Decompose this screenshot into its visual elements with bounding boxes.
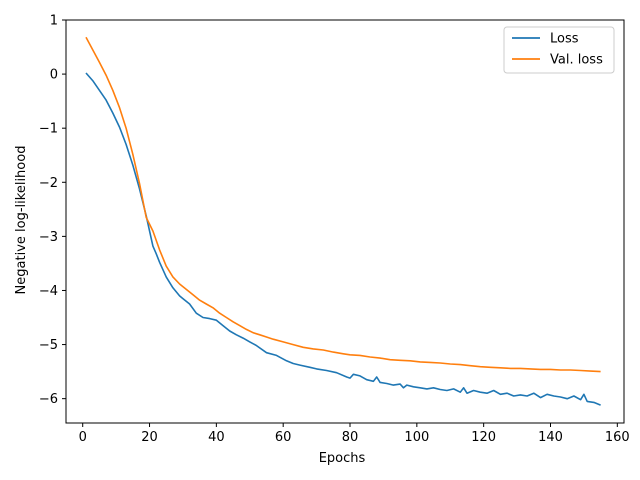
- x-tick-label: 160: [605, 430, 630, 445]
- x-axis-label: Epochs: [319, 451, 366, 466]
- x-tick-label: 0: [79, 430, 87, 445]
- y-tick-label: 1: [50, 14, 58, 29]
- legend: Loss Val. loss: [503, 26, 615, 74]
- x-tick-label: 120: [471, 430, 496, 445]
- x-tick-label: 60: [275, 430, 292, 445]
- legend-entry-label: Loss: [550, 32, 579, 47]
- series-line-1: [85, 36, 601, 373]
- legend-entry-label: Val. loss: [550, 53, 603, 68]
- series-line-0: [85, 72, 601, 406]
- plot-frame: [65, 19, 625, 424]
- y-axis-label: Negative log-likelihood: [14, 146, 29, 295]
- x-tick-label: 140: [538, 430, 563, 445]
- y-tick-label: −3: [39, 230, 58, 245]
- y-tick-label: 0: [50, 68, 58, 83]
- x-tick-label: 100: [404, 430, 429, 445]
- x-tick-label: 40: [208, 430, 225, 445]
- y-tick-label: −6: [39, 392, 58, 407]
- plot-area: [85, 36, 601, 406]
- x-tick-label: 20: [141, 430, 158, 445]
- axes: 0 20 40 60 80 100 120 140 160 1 0 −1 −2 −3 −4 −5 −6: [39, 14, 630, 446]
- y-tick-label: −2: [39, 176, 58, 191]
- y-tick-label: −1: [39, 122, 58, 137]
- y-tick-label: −5: [39, 338, 58, 353]
- x-tick-label: 80: [342, 430, 359, 445]
- y-tick-label: −4: [39, 284, 58, 299]
